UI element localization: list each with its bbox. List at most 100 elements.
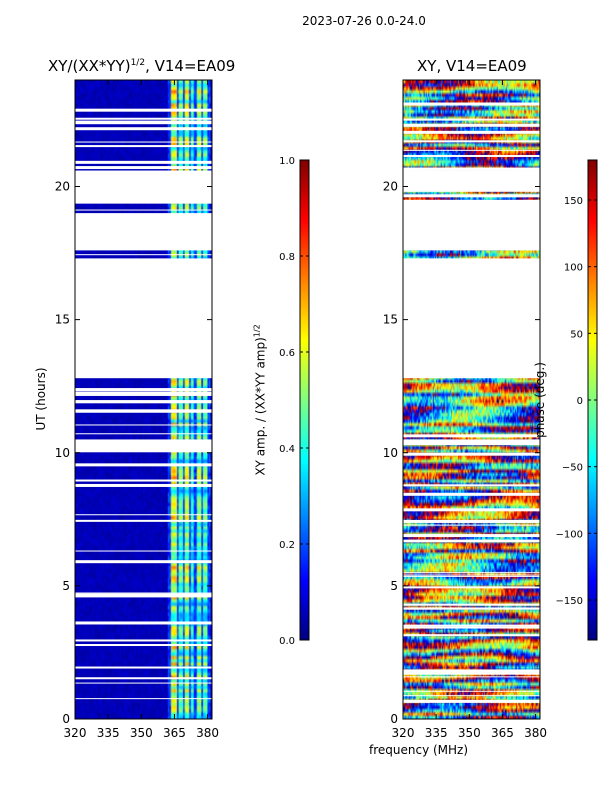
data-gap-line (403, 575, 540, 577)
data-gap-line (75, 410, 212, 413)
data-gap-band (403, 199, 540, 251)
data-gap-line (403, 167, 540, 171)
data-gap-line (75, 298, 212, 300)
data-gap-line (75, 446, 212, 449)
colorbar-tick-label: 0 (577, 396, 583, 407)
frequency-x-axis-label: frequency (MHz) (369, 743, 469, 757)
data-gap-line (403, 603, 540, 606)
phase-colorbar: −150 −100 −50 0 50 100 150 (556, 159, 598, 641)
data-gap-line (403, 280, 540, 284)
data-gap-line (403, 699, 540, 703)
data-gap-line (403, 672, 540, 675)
data-gap-line (75, 698, 212, 700)
data-gap-line (75, 367, 212, 370)
amplitude-title-prefix: XY/(XX*YY) (48, 57, 131, 75)
data-gap-line (75, 463, 212, 467)
data-gap-line (75, 117, 212, 120)
colorbar-tick-label: 50 (570, 329, 583, 340)
data-gap-line (75, 201, 212, 204)
amplitude-colorbar-frame (299, 159, 310, 641)
amplitude-colorbar-ticks: 0.0 0.2 0.4 0.6 0.8 1.0 (279, 156, 309, 647)
data-gap-line (75, 350, 212, 353)
data-gap-line (75, 682, 212, 684)
data-gap-line (403, 102, 540, 106)
data-gap-line (75, 312, 212, 316)
phase-colorbar-ticks: −150 −100 −50 0 50 100 150 (556, 196, 597, 607)
data-gap-line (403, 540, 540, 543)
phase-plot-frame (402, 79, 541, 720)
data-gap-line (75, 141, 212, 143)
amplitude-colorbar-label-exponent: 1/2 (252, 324, 262, 338)
colorbar-tick-label: 100 (564, 263, 583, 274)
phase-plot-title: XY, V14=EA09 (417, 57, 527, 75)
data-gap-line (75, 433, 212, 435)
amplitude-colorbar: 0.0 0.2 0.4 0.6 0.8 1.0 (279, 156, 310, 647)
y-tick-label: 5 (390, 579, 398, 593)
x-tick-label: 380 (524, 726, 547, 740)
data-gap-line (75, 449, 212, 453)
data-gap-line (403, 508, 540, 512)
data-gap-line (403, 624, 540, 627)
data-gap-line (403, 669, 540, 673)
data-gap-line (75, 666, 212, 669)
data-gap-line (75, 261, 212, 265)
data-gap-line (403, 534, 540, 538)
data-gap-line (403, 154, 540, 157)
x-tick-label: 380 (196, 726, 219, 740)
data-gap-line (403, 524, 540, 526)
colorbar-tick-label: 0.4 (279, 444, 295, 455)
colorbar-tick-label: 150 (564, 196, 583, 207)
colorbar-tick-label: 1.0 (279, 156, 295, 167)
y-tick-label: 0 (62, 712, 70, 726)
x-tick-label: 320 (64, 726, 87, 740)
y-tick-label: 15 (383, 313, 398, 327)
colorbar-tick-label: 0.6 (279, 348, 295, 359)
data-gap-line (75, 483, 212, 487)
data-gap-line (403, 140, 540, 143)
data-gap-line (403, 123, 540, 127)
data-gap-line (75, 108, 212, 112)
data-gap-line (403, 354, 540, 358)
data-gap-line (75, 400, 212, 404)
data-gap-line (403, 118, 540, 121)
x-tick-label: 335 (97, 726, 120, 740)
data-gap-line (403, 130, 540, 134)
data-gap-line (403, 452, 540, 456)
amplitude-title-exponent: 1/2 (130, 58, 146, 68)
data-gap-line (75, 220, 212, 223)
data-gap-line (75, 166, 212, 170)
data-gap-line (75, 519, 212, 522)
amplitude-y-axis-label: UT (hours) (34, 367, 48, 431)
data-gap-line (403, 574, 540, 576)
colorbar-tick-label: 0.8 (279, 252, 295, 263)
data-gap-band (75, 170, 212, 203)
data-gap-line (75, 593, 212, 595)
amplitude-colorbar-label-text: XY amp. / (XX*YY amp) (253, 337, 268, 476)
x-tick-label: 365 (491, 726, 514, 740)
x-tick-label: 350 (458, 726, 481, 740)
data-gap-line (75, 209, 212, 211)
colorbar-tick-label: −100 (556, 529, 583, 540)
data-gap-line (75, 333, 212, 336)
data-gap-line (75, 424, 212, 426)
data-gap-line (75, 287, 212, 290)
data-gap-line (403, 484, 540, 487)
data-gap-line (75, 120, 212, 124)
data-gap-band (75, 213, 212, 251)
amplitude-data-gaps (75, 108, 212, 700)
data-gap-line (403, 539, 540, 541)
data-gap-line (75, 621, 212, 625)
amplitude-panel: 320 335 350 365 380 0 5 10 15 20 (55, 79, 219, 740)
data-gap-line (75, 592, 212, 594)
data-gap-line (75, 369, 212, 373)
y-tick-label: 10 (55, 446, 70, 460)
phase-panel: 320 335 350 365 380 0 5 10 15 20 (383, 79, 547, 740)
data-gap-line (75, 560, 212, 564)
data-gap-line (75, 388, 212, 390)
data-gap-line (75, 639, 212, 642)
data-gap-line (75, 391, 212, 395)
amplitude-plot-title: XY/(XX*YY)1/2, V14=EA09 (48, 57, 235, 75)
figure-title: 2023-07-26 0.0-24.0 (302, 14, 426, 28)
amplitude-axis-ticks: 320 335 350 365 380 0 5 10 15 20 (55, 80, 219, 740)
data-gap-line (403, 634, 540, 637)
